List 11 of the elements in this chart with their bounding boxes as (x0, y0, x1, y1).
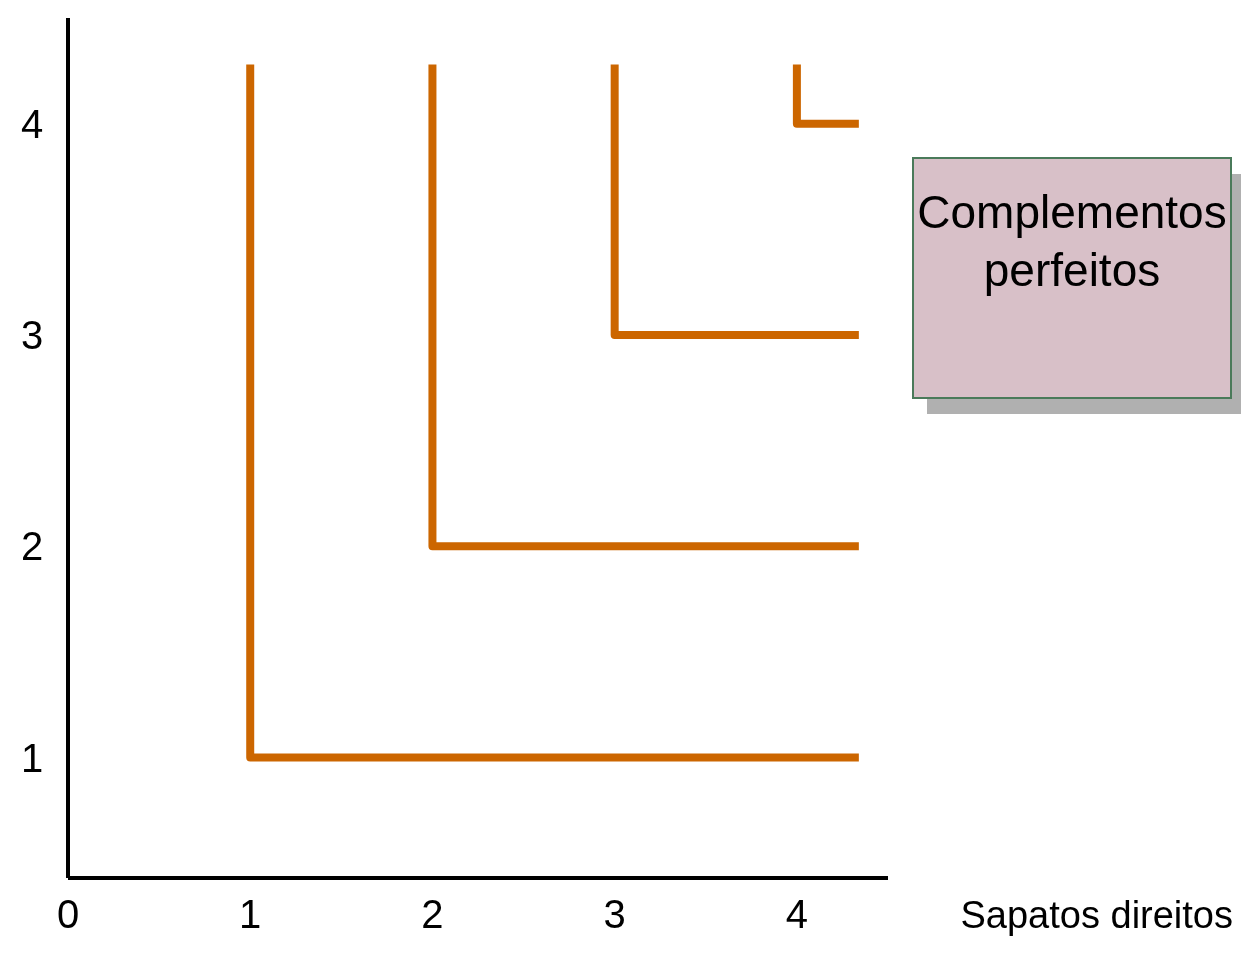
x-tick-label: 2 (421, 892, 444, 936)
x-tick-label: 3 (603, 892, 626, 936)
y-tick-label: 4 (20, 101, 44, 146)
text: Complementos perfeitos (917, 186, 1227, 296)
y-tick-label: 1 (20, 735, 44, 780)
x-tick-label: 0 (56, 892, 80, 936)
y-tick-label: 3 (20, 312, 44, 357)
y-tick-label: 2 (20, 524, 44, 569)
x-tick-label: 4 (785, 892, 809, 936)
x-tick-label: 1 (239, 892, 262, 936)
x-axis-title: Sapatos direitos (960, 894, 1233, 936)
